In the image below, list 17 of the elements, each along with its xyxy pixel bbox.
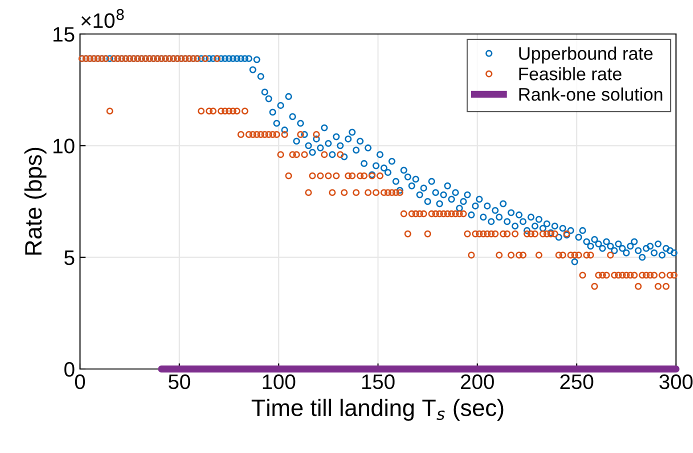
- legend-label: Rank-one solution: [519, 88, 662, 101]
- y-tick-label: 10: [54, 138, 74, 154]
- y-tick-label: 0: [64, 362, 74, 377]
- x-tick-label: 100: [262, 374, 296, 390]
- x-tick-label: 150: [362, 374, 395, 390]
- legend-label: Feasible rate: [519, 67, 622, 80]
- x-tick-label: 250: [560, 374, 594, 390]
- y-tick-label: 15: [54, 27, 74, 42]
- x-tick-label: 300: [659, 374, 693, 390]
- x-tick-label: 0: [75, 374, 85, 390]
- legend-label: Upperbound rate: [519, 46, 653, 64]
- text: ×10$^{8}$: [81, 9, 124, 28]
- x-tick-label: 50: [168, 374, 190, 390]
- x-tick-label: 200: [461, 374, 494, 390]
- y-axis-title: Rate (bps): [24, 148, 46, 255]
- x-axis-title: Time till landing T$_{s}$ (sec): [252, 398, 504, 421]
- y-tick-label: 5: [64, 250, 74, 266]
